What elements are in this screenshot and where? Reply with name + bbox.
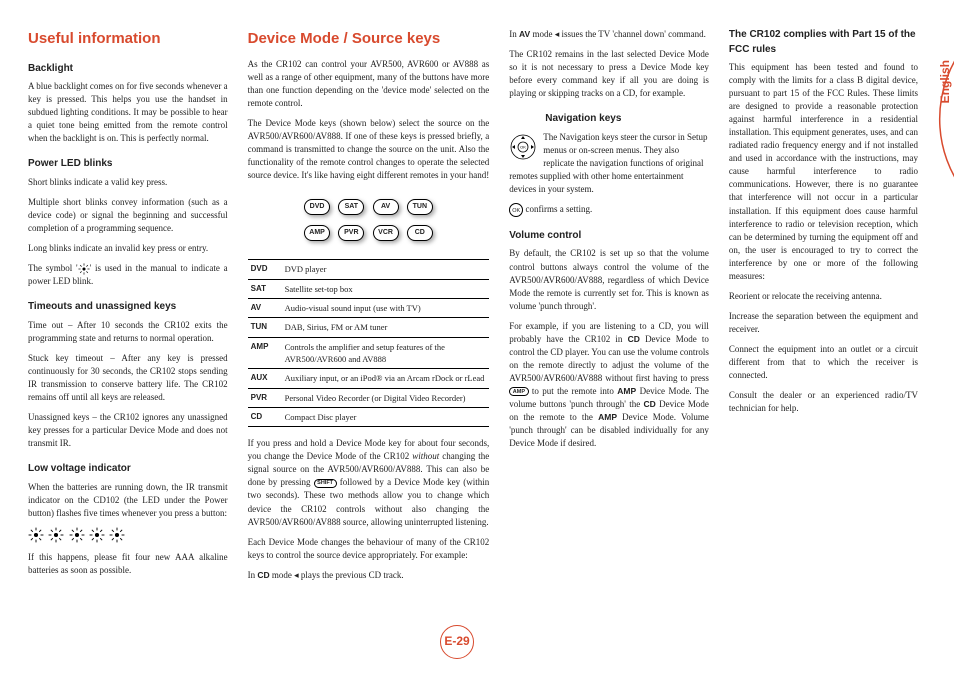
heading-fcc: The CR102 complies with Part 15 of the F… [729,28,918,57]
ok-button-icon: OK [509,203,523,217]
table-row: AUXAuxiliary input, or an iPod® via an A… [248,369,490,388]
text-dm-intro1: As the CR102 can control your AVR500, AV… [248,58,490,110]
text-powerled-3: Long blinks indicate an invalid key pres… [28,242,228,255]
text-vol-1: By default, the CR102 is set up so that … [509,247,709,312]
badge-dvd: DVD [304,199,330,215]
badge-pvr: PVR [338,225,364,241]
heading-lowvolt: Low voltage indicator [28,462,228,477]
text-timeouts-3: Unassigned keys – the CR102 ignores any … [28,411,228,450]
text-dm-intro2: The Device Mode keys (shown below) selec… [248,117,490,182]
text-dm-behaviour: Each Device Mode changes the behaviour o… [248,536,490,562]
text-ok-confirms: OK confirms a setting. [509,203,709,217]
column-2: Device Mode / Source keys As the CR102 c… [248,28,490,589]
text-fcc-main: This equipment has been tested and found… [729,61,918,283]
text-fcc-b2: Increase the separation between the equi… [729,310,918,336]
text-powerled-4: The symbol '' is used in the manual to i… [28,262,228,288]
led-flash-row [28,527,228,543]
text-powerled-2: Multiple short blinks convey information… [28,196,228,235]
nav-pad-icon: OK [509,133,537,161]
table-row: TUNDAB, Sirius, FM or AM tuner [248,318,490,337]
page-number: E-29 [440,625,474,659]
source-key-table: DVDDVD player SATSatellite set-top box A… [248,259,490,427]
page-columns: Useful information Backlight A blue back… [28,28,918,589]
text-backlight: A blue backlight comes on for five secon… [28,80,228,145]
table-row: CDCompact Disc player [248,407,490,426]
heading-useful-info: Useful information [28,28,228,50]
badge-sat: SAT [338,199,364,215]
text-dm-hold: If you press and hold a Device Mode key … [248,437,490,528]
column-1: Useful information Backlight A blue back… [28,28,228,589]
badge-tun: TUN [407,199,433,215]
table-row: SATSatellite set-top box [248,279,490,298]
table-row: AVAudio-visual sound input (use with TV) [248,299,490,318]
text-fcc-b4: Consult the dealer or an experienced rad… [729,389,918,415]
svg-text:OK: OK [520,144,526,149]
text-lowvolt-2: If this happens, please fit four new AAA… [28,551,228,577]
source-key-badges: DVD SAT AV TUN AMP PVR VCR CD [248,196,490,244]
text-powerled-1: Short blinks indicate a valid key press. [28,176,228,189]
text-remains-mode: The CR102 remains in the last selected D… [509,48,709,100]
language-tab: English [937,60,954,103]
heading-volume: Volume control [509,229,709,244]
text-av-example: In AV mode ◂ issues the TV 'channel down… [509,28,709,41]
text-navkeys: The Navigation keys steer the cursor in … [509,131,709,196]
heading-backlight: Backlight [28,62,228,77]
column-4: The CR102 complies with Part 15 of the F… [729,28,918,589]
badge-amp: AMP [304,225,330,241]
column-3: In AV mode ◂ issues the TV 'channel down… [509,28,709,589]
text-fcc-b1: Reorient or relocate the receiving anten… [729,290,918,303]
table-row: AMPControls the amplifier and setup feat… [248,337,490,369]
badge-av: AV [373,199,399,215]
badge-vcr: VCR [373,225,399,241]
table-row: DVDDVD player [248,260,490,279]
badge-cd: CD [407,225,433,241]
heading-timeouts: Timeouts and unassigned keys [28,300,228,315]
text-vol-2: For example, if you are listening to a C… [509,320,709,450]
heading-device-mode: Device Mode / Source keys [248,28,490,50]
table-row: PVRPersonal Video Recorder (or Digital V… [248,388,490,407]
text-fcc-b3: Connect the equipment into an outlet or … [729,343,918,382]
amp-button-icon: AMP [509,387,528,396]
heading-powerled: Power LED blinks [28,157,228,172]
shift-button-icon: SHIFT [314,479,337,488]
text-timeouts-1: Time out – After 10 seconds the CR102 ex… [28,319,228,345]
text-timeouts-2: Stuck key timeout – After any key is pre… [28,352,228,404]
navkey-block: OK The Navigation keys steer the cursor … [509,131,709,196]
heading-navkeys: Navigation keys [545,112,709,127]
text-lowvolt-1: When the batteries are running down, the… [28,481,228,520]
text-dm-cdexample: In CD mode ◂ plays the previous CD track… [248,569,490,582]
led-blink-icon [78,263,90,275]
